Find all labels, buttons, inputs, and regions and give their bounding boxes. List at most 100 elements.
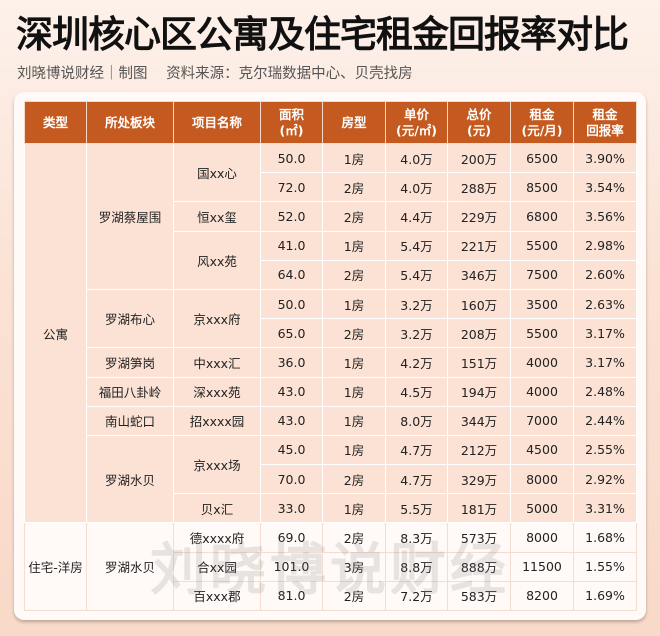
size-cell: 65.0 xyxy=(260,318,323,349)
project-cell: 贝x汇 xyxy=(173,493,261,524)
total-price-cell: 888万 xyxy=(447,551,511,582)
rent-yield-cell: 2.60% xyxy=(573,259,637,290)
table-header-row: 类型 所处板块 项目名称 面积 (㎡) 房型 单价 (元/㎡) 总价 (元) 租金 (元/月)… xyxy=(24,101,637,144)
size-cell: 45.0 xyxy=(260,434,323,466)
rent-yield-table: 类型 所处板块 项目名称 面积 (㎡) 房型 单价 (元/㎡) 总价 (元) 租金 (元/月)… xyxy=(24,101,637,612)
layout-cell: 3房 xyxy=(322,551,386,582)
total-price-cell: 194万 xyxy=(447,376,511,407)
rent-yield-cell: 1.69% xyxy=(573,580,637,612)
area-cell: 罗湖布心 xyxy=(86,288,174,349)
project-cell: 合xx园 xyxy=(173,551,261,582)
rent-cell: 6500 xyxy=(510,142,574,174)
layout-cell: 1房 xyxy=(322,142,386,174)
table-row: 64.0 2房 5.4万 346万 7500 2.60% xyxy=(25,259,637,290)
table-row: 70.0 2房 4.7万 329万 8000 2.92% xyxy=(25,464,637,495)
project-cell: 中xxx汇 xyxy=(173,347,261,378)
header-project: 项目名称 xyxy=(173,101,261,144)
rent-yield-cell: 1.68% xyxy=(573,522,637,553)
rent-yield-cell: 3.54% xyxy=(573,172,637,203)
area-cell: 罗湖水贝 xyxy=(86,522,174,611)
rent-yield-cell: 3.17% xyxy=(573,318,637,349)
total-price-cell: 221万 xyxy=(447,230,511,261)
area-cell: 罗湖蔡屋围 xyxy=(86,143,174,290)
table-row: 福田八卦岭 深xxx苑 43.0 1房 4.5万 194万 4000 2.48% xyxy=(25,376,637,407)
rent-cell: 5500 xyxy=(510,318,574,349)
project-cell: 恒xx玺 xyxy=(173,201,261,232)
unit-price-cell: 4.5万 xyxy=(385,376,448,407)
size-cell: 41.0 xyxy=(260,230,323,261)
total-price-cell: 160万 xyxy=(447,288,511,320)
size-cell: 36.0 xyxy=(260,347,323,378)
layout-cell: 1房 xyxy=(322,288,386,320)
layout-cell: 2房 xyxy=(322,259,386,290)
unit-price-cell: 3.2万 xyxy=(385,288,448,320)
rent-cell: 8500 xyxy=(510,172,574,203)
size-cell: 43.0 xyxy=(260,376,323,407)
table-row: 72.0 2房 4.0万 288万 8500 3.54% xyxy=(25,172,637,203)
layout-cell: 2房 xyxy=(322,318,386,349)
table-row: 65.0 2房 3.2万 208万 5500 3.17% xyxy=(25,318,637,349)
type-cell: 住宅-洋房 xyxy=(24,522,87,611)
area-cell: 福田八卦岭 xyxy=(86,376,174,407)
rent-yield-cell: 1.55% xyxy=(573,551,637,582)
project-cell: 招xxxx园 xyxy=(173,405,261,436)
rent-cell: 5500 xyxy=(510,230,574,261)
project-cell: 深xxx苑 xyxy=(173,376,261,407)
header-unit-price: 单价 (元/㎡) xyxy=(385,101,448,144)
rent-cell: 11500 xyxy=(510,551,574,582)
rent-cell: 3500 xyxy=(510,288,574,320)
size-cell: 101.0 xyxy=(260,551,323,582)
total-price-cell: 583万 xyxy=(447,580,511,612)
total-price-cell: 346万 xyxy=(447,259,511,290)
size-cell: 43.0 xyxy=(260,405,323,436)
rent-cell: 4000 xyxy=(510,376,574,407)
size-cell: 50.0 xyxy=(260,142,323,174)
rent-yield-cell: 2.98% xyxy=(573,230,637,261)
layout-cell: 2房 xyxy=(322,522,386,553)
size-cell: 81.0 xyxy=(260,580,323,612)
total-price-cell: 573万 xyxy=(447,522,511,553)
rent-cell: 8000 xyxy=(510,464,574,495)
total-price-cell: 151万 xyxy=(447,347,511,378)
size-cell: 52.0 xyxy=(260,201,323,232)
total-price-cell: 344万 xyxy=(447,405,511,436)
unit-price-cell: 4.4万 xyxy=(385,201,448,232)
size-cell: 69.0 xyxy=(260,522,323,553)
total-price-cell: 212万 xyxy=(447,434,511,466)
size-cell: 33.0 xyxy=(260,493,323,524)
rent-cell: 7000 xyxy=(510,405,574,436)
table-row: 公寓 罗湖蔡屋围 国xx心 50.0 1房 4.0万 200万 6500 3.90% xyxy=(24,142,637,524)
project-cell: 国xx心 xyxy=(173,142,261,203)
table-row: 南山蛇口 招xxxx园 43.0 1房 8.0万 344万 7000 2.44% xyxy=(25,405,637,436)
table-row: 百xxx郡 81.0 2房 7.2万 583万 8200 1.69% xyxy=(25,580,637,612)
header-type: 类型 xyxy=(24,101,87,144)
layout-cell: 2房 xyxy=(322,172,386,203)
rent-yield-cell: 2.55% xyxy=(573,434,637,466)
area-cell: 罗湖水贝 xyxy=(86,434,174,524)
size-cell: 70.0 xyxy=(260,464,323,495)
rent-cell: 5000 xyxy=(510,493,574,524)
type-cell: 公寓 xyxy=(24,142,87,524)
rent-yield-cell: 3.56% xyxy=(573,201,637,232)
header-rent: 租金 (元/月) xyxy=(510,101,574,144)
header-layout: 房型 xyxy=(322,101,386,144)
layout-cell: 1房 xyxy=(322,405,386,436)
rent-cell: 6800 xyxy=(510,201,574,232)
layout-cell: 1房 xyxy=(322,493,386,524)
unit-price-cell: 8.3万 xyxy=(385,522,448,553)
author-credit: 刘晓博说财经｜制图 xyxy=(17,66,148,82)
layout-cell: 1房 xyxy=(322,347,386,378)
rent-cell: 8000 xyxy=(510,522,574,553)
unit-price-cell: 8.8万 xyxy=(385,551,448,582)
size-cell: 50.0 xyxy=(260,288,323,320)
total-price-cell: 288万 xyxy=(447,172,511,203)
project-cell: 京xxx场 xyxy=(173,434,261,495)
layout-cell: 2房 xyxy=(322,580,386,612)
rent-yield-cell: 2.48% xyxy=(573,376,637,407)
total-price-cell: 229万 xyxy=(447,201,511,232)
table-row: 罗湖笋岗 中xxx汇 36.0 1房 4.2万 151万 4000 3.17% xyxy=(25,347,637,378)
header-rent-yield: 租金 回报率 xyxy=(573,101,637,144)
unit-price-cell: 5.4万 xyxy=(385,230,448,261)
rent-yield-cell: 2.44% xyxy=(573,405,637,436)
layout-cell: 2房 xyxy=(322,201,386,232)
